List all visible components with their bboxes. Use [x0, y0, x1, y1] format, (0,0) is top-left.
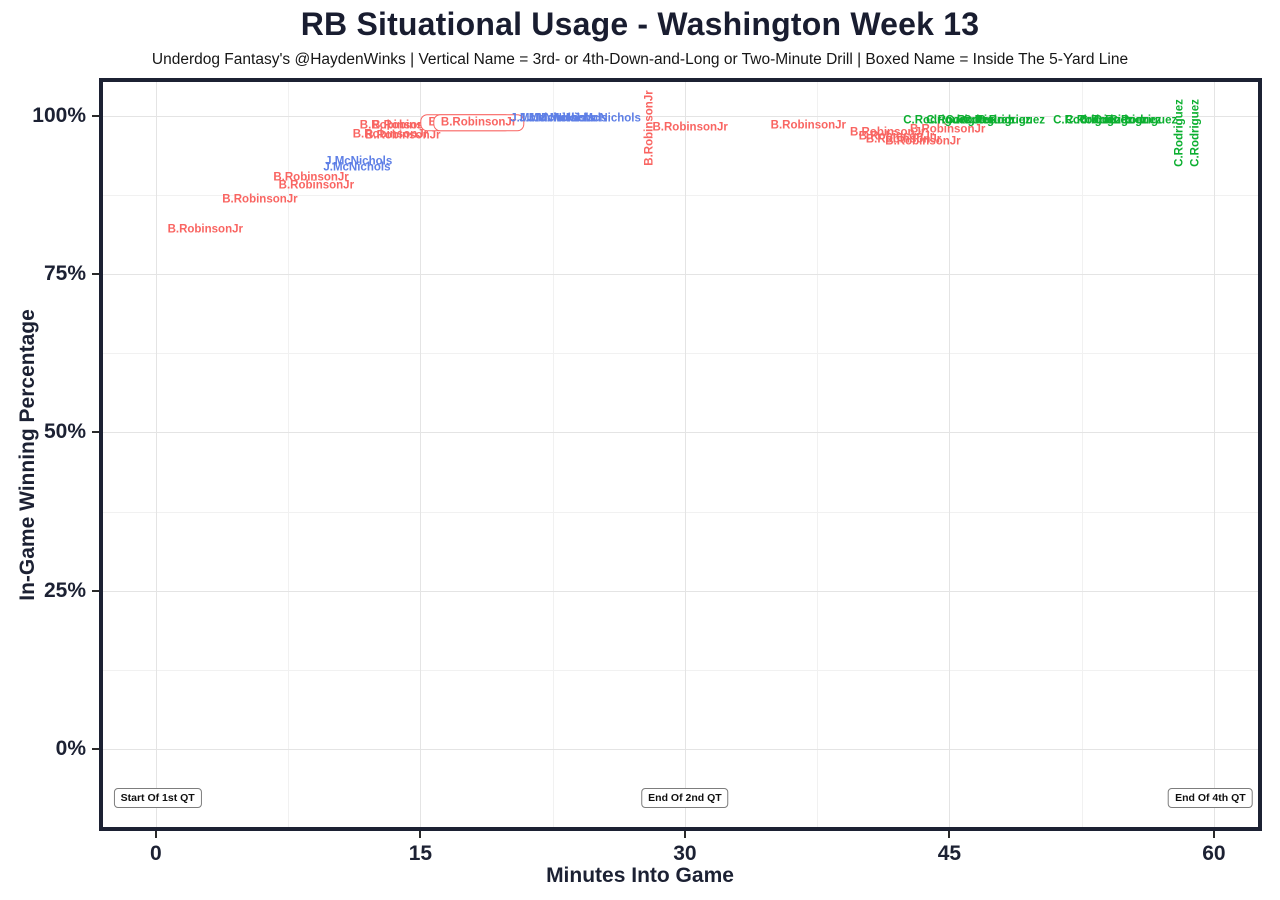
- data-label-green: C.Rodriguez: [977, 114, 1045, 127]
- data-label-green: C.Rodriguez: [1173, 99, 1186, 168]
- gridline-minor-h: [103, 669, 1258, 671]
- data-label-red: B.RobinsonJr: [432, 113, 525, 132]
- data-label-red: B.RobinsonJr: [359, 118, 436, 131]
- gridline-major-v: [684, 82, 686, 827]
- data-label-green: C.Rodriguez: [963, 113, 1031, 126]
- quarter-annotation: Start Of 1st QT: [113, 787, 202, 808]
- gridline-major-h: [103, 115, 1258, 117]
- y-tickmark: [92, 114, 99, 117]
- data-label-red: B.RobinsonJr: [885, 135, 961, 148]
- gridline-major-v: [1213, 82, 1215, 827]
- data-label-red: B.RobinsonJr: [352, 128, 429, 141]
- data-label-red: B.RobinsonJr: [849, 126, 926, 139]
- gridline-major-h: [103, 590, 1258, 592]
- gridline-major-h: [103, 273, 1258, 275]
- data-label-red: B.RobinsonJr: [770, 119, 847, 132]
- data-label-blue: J.McNichols: [325, 155, 393, 168]
- gridline-minor-h: [103, 353, 1258, 355]
- data-label-green: C.Rodriguez: [1065, 114, 1134, 127]
- data-label-red: B.RobinsonJr: [372, 119, 448, 132]
- gridline-minor-h: [103, 194, 1258, 196]
- data-label-green: C.Rodriguez: [1093, 114, 1162, 127]
- y-tickmark: [92, 431, 99, 434]
- y-axis-title: In-Game Winning Percentage: [16, 309, 39, 601]
- x-tickmark: [1212, 831, 1215, 838]
- x-tickmark: [154, 831, 157, 838]
- y-tick-label: 75%: [43, 261, 86, 285]
- data-label-blue: J.McNichols: [573, 111, 641, 124]
- gridline-minor-v: [552, 82, 554, 827]
- x-tickmark: [948, 831, 951, 838]
- data-label-green: C.Rodriguez: [945, 114, 1014, 127]
- gridline-major-h: [103, 749, 1258, 751]
- data-label-green: C.Rodriguez: [1189, 99, 1202, 168]
- x-tick-label: 15: [408, 842, 433, 865]
- data-label-green: C.Rodriguez: [926, 113, 994, 126]
- x-tickmark: [683, 831, 686, 838]
- x-tick-label: 0: [150, 842, 162, 865]
- data-label-red: B.RobinsonJr: [273, 170, 349, 183]
- data-label-green: C.Rodriguez: [1079, 114, 1148, 127]
- x-tick-label: 45: [937, 842, 962, 865]
- x-axis-title: Minutes Into Game: [546, 864, 734, 887]
- data-label-red: B.RobinsonJr: [278, 179, 355, 192]
- y-tick-label: 100%: [32, 103, 86, 127]
- data-label-red: B.RobinsonJr: [652, 121, 728, 134]
- data-label-red: B.RobinsonJr: [167, 222, 243, 235]
- quarter-annotation: End Of 2nd QT: [641, 787, 729, 808]
- data-label-green: C.Rodriguez: [1109, 114, 1178, 127]
- data-label-red: B.RobinsonJr: [858, 130, 935, 143]
- y-tickmark: [92, 589, 99, 592]
- y-tick-label: 25%: [43, 578, 86, 602]
- data-label-blue: J.McNichols: [519, 111, 587, 124]
- gridline-minor-v: [1081, 82, 1083, 827]
- y-tickmark: [92, 272, 99, 275]
- gridline-major-v: [420, 82, 422, 827]
- chart-subtitle: Underdog Fantasy's @HaydenWinks | Vertic…: [151, 51, 1129, 68]
- y-tick-label: 0%: [55, 737, 86, 761]
- data-label-red: B.RobinsonJr: [365, 129, 441, 142]
- quarter-annotation: End Of 4th QT: [1168, 787, 1253, 808]
- data-label-green: C.Rodriguez: [1053, 114, 1121, 127]
- data-label-green: C.Rodriguez: [903, 114, 971, 127]
- gridline-minor-v: [288, 82, 290, 827]
- plot-panel: Start Of 1st QT End Of 2nd QT End Of 4th Q…: [99, 78, 1262, 831]
- gridline-minor-v: [817, 82, 819, 827]
- data-label-blue: J.McNichols: [540, 111, 608, 124]
- y-tickmark: [92, 748, 99, 751]
- chart-title: RB Situational Usage - Washington Week 1…: [300, 6, 980, 42]
- data-label-red: B.RobinsonJr: [865, 133, 942, 146]
- y-tick-label: 50%: [43, 420, 86, 444]
- gridline-major-h: [103, 432, 1258, 434]
- data-label-blue: J.McNichols: [527, 112, 596, 125]
- data-label-blue: J.McNichols: [510, 111, 578, 124]
- x-tickmark: [419, 831, 422, 838]
- data-label-red: B.RobinsonJr: [909, 123, 986, 136]
- data-label-red: B.RobinsonJr: [222, 193, 298, 206]
- gridline-major-v: [949, 82, 951, 827]
- gridline-major-v: [155, 82, 157, 827]
- x-tick-label: 30: [673, 842, 697, 865]
- gridline-minor-h: [103, 511, 1258, 513]
- data-label-blue: J.McNichols: [323, 161, 391, 174]
- x-tick-label: 60: [1202, 842, 1226, 865]
